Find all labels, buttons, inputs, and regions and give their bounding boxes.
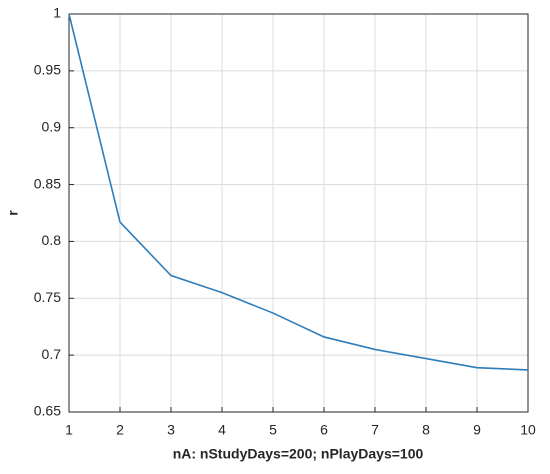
x-tick-label: 5 bbox=[269, 422, 277, 438]
y-tick-label: 0.75 bbox=[34, 289, 61, 305]
x-tick-label: 8 bbox=[422, 422, 430, 438]
x-tick-label: 6 bbox=[320, 422, 328, 438]
y-tick-label: 0.7 bbox=[42, 346, 62, 362]
x-tick-label: 10 bbox=[520, 422, 536, 438]
y-tick-label: 1 bbox=[53, 5, 61, 21]
x-axis-label: nA: nStudyDays=200; nPlayDays=100 bbox=[173, 446, 424, 462]
y-axis-label: r bbox=[5, 210, 21, 216]
x-tick-label: 3 bbox=[167, 422, 175, 438]
plot-frame bbox=[68, 13, 529, 413]
x-tick-label: 1 bbox=[65, 422, 73, 438]
y-tick-label: 0.95 bbox=[34, 62, 61, 78]
x-tick-label: 9 bbox=[473, 422, 481, 438]
x-tick-label: 2 bbox=[116, 422, 124, 438]
x-tick-label: 4 bbox=[218, 422, 226, 438]
y-tick-label: 0.85 bbox=[34, 175, 61, 191]
data-line bbox=[68, 13, 529, 371]
x-tick-label: 7 bbox=[371, 422, 379, 438]
y-tick-label: 0.65 bbox=[34, 403, 61, 419]
y-tick-label: 0.9 bbox=[42, 118, 62, 134]
y-tick-label: 0.8 bbox=[42, 232, 62, 248]
